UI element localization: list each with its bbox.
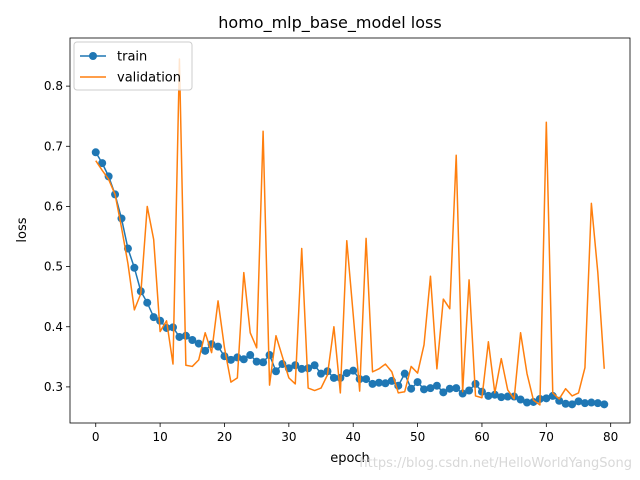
train-point [400,369,409,378]
legend-validation-label: validation [117,71,181,86]
train-point [420,385,429,394]
train-point [542,394,551,403]
train-point [439,388,448,397]
y-tick-label: 0.4 [44,320,63,334]
x-axis: 0 10 20 30 40 50 60 70 80 [92,423,618,444]
train-point [188,335,197,344]
x-axis-label: epoch [330,451,370,466]
train-point [246,351,255,360]
train-point [259,358,268,367]
train-point [130,263,139,272]
train-point [432,381,441,390]
train-point [98,159,107,168]
train-point [104,172,113,181]
train-point [271,367,280,376]
train-point [194,339,203,348]
x-tick-label: 10 [152,430,167,444]
train-point [490,390,499,399]
train-point [368,379,377,388]
train-point [239,355,248,364]
train-point [381,379,390,388]
train-point [149,313,158,322]
series-layer [91,58,609,409]
train-point [317,369,326,378]
train-point [561,399,570,408]
chart-title: homo_mlp_base_model loss [218,13,441,33]
train-point [252,357,261,366]
train-point [600,400,609,409]
plot-area: 0 10 20 30 40 50 60 70 80 0.3 0.4 0.5 0.6 0.7 0.8 [44,37,631,444]
train-point [445,384,454,393]
train-point [349,366,358,375]
train-point [304,364,313,373]
y-tick-label: 0.7 [44,139,63,153]
train-point [143,298,152,307]
y-tick-label: 0.3 [44,380,63,394]
train-point [568,400,577,409]
train-point [342,369,351,378]
legend-train-marker [89,52,97,60]
train-point [516,395,525,404]
train-point [484,391,493,400]
x-tick-label: 50 [410,430,425,444]
train-point [587,398,596,407]
y-tick-label: 0.6 [44,199,63,213]
train-point [529,397,538,406]
train-point [413,378,422,387]
train-point [214,342,223,351]
x-tick-label: 40 [346,430,361,444]
x-tick-label: 60 [474,430,489,444]
x-tick-label: 70 [539,430,554,444]
train-point [465,386,474,395]
x-tick-label: 0 [92,430,100,444]
legend-train-label: train [117,50,147,65]
train-point [226,355,235,364]
x-tick-label: 80 [603,430,618,444]
train-point [329,373,338,382]
train-point [523,398,532,407]
train-point [407,384,416,393]
legend: train validation [73,41,193,91]
train-point [503,392,512,401]
validation-line [95,58,605,406]
train-point [374,378,383,387]
train-point [497,393,506,402]
y-axis-label: loss [15,217,30,242]
train-point [291,361,300,370]
series-train [91,148,609,409]
train-point [593,399,602,408]
train-point [156,316,165,325]
x-tick-label: 20 [217,430,232,444]
train-point [426,384,435,393]
y-axis: 0.3 0.4 0.5 0.6 0.7 0.8 [44,79,70,394]
train-point [580,399,589,408]
y-tick-label: 0.5 [44,260,63,274]
train-point [452,384,461,393]
train-point [458,389,467,398]
watermark-text: https://blog.csdn.net/HelloWorldYangSong [359,456,632,471]
train-point [362,375,371,384]
train-point [555,396,564,405]
train-point [175,332,184,341]
train-point [168,323,177,332]
y-tick-label: 0.8 [44,79,63,93]
train-point [297,364,306,373]
axes-frame [69,37,631,424]
train-point [310,361,319,370]
train-point [574,397,583,406]
train-point [91,148,100,157]
legend-frame [73,41,193,91]
train-point [265,351,274,360]
series-validation [95,58,605,406]
x-tick-label: 30 [281,430,296,444]
train-point [201,346,210,355]
